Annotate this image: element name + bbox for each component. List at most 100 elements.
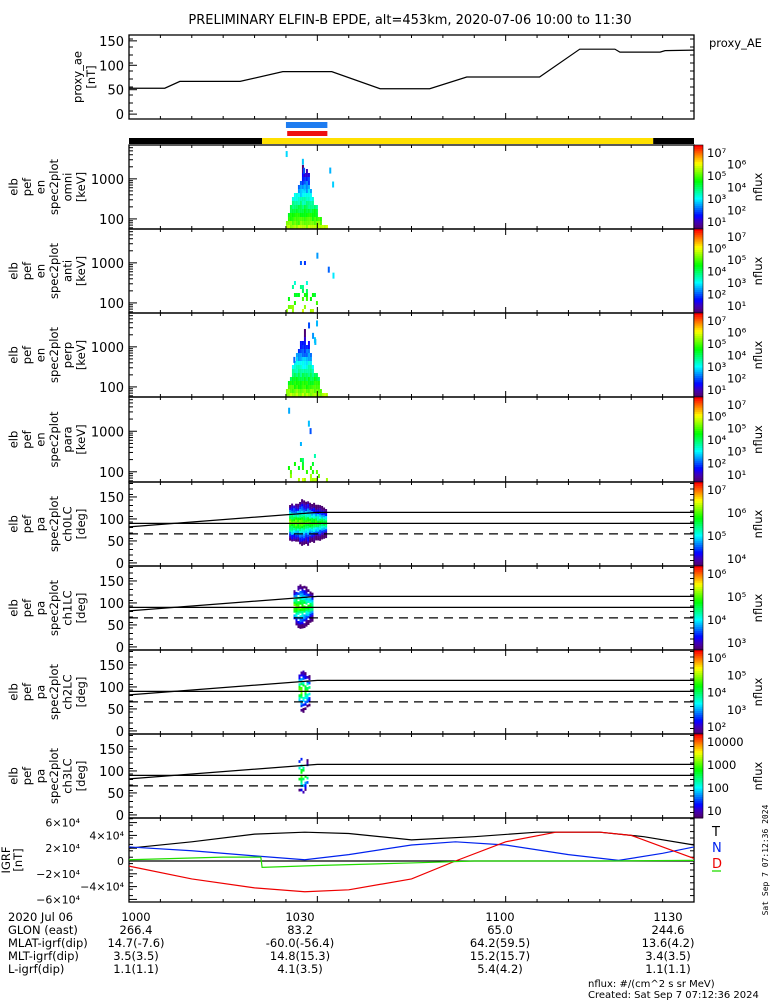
spectrogram-pixel <box>289 531 292 535</box>
spectrogram-pixel <box>309 393 312 397</box>
colorbar-tick-label: 10000 <box>707 735 744 749</box>
colorbar-swatch <box>694 620 703 624</box>
spectrogram-pixel <box>315 209 318 213</box>
spectrogram-pixel <box>311 393 314 397</box>
spectrogram-pixel <box>321 534 324 538</box>
colorbar-swatch <box>694 241 703 245</box>
spectrogram-pixel <box>298 687 301 691</box>
spectrogram-pixel <box>309 507 312 510</box>
spectrogram-pixel <box>301 357 304 361</box>
spectrogram-pixel <box>303 381 306 385</box>
spectrogram-pixel <box>301 525 304 529</box>
spectrogram-pixel <box>303 594 306 598</box>
spectrogram-pixel <box>309 604 312 608</box>
spectrogram-pixel <box>307 377 310 381</box>
spectrogram-pixel <box>301 369 304 373</box>
spectrogram-pixel <box>303 504 306 508</box>
colorbar-swatch <box>694 462 703 466</box>
spectrogram-pixel <box>285 225 288 229</box>
spectrogram-pixel <box>317 533 320 537</box>
spectrogram-pixel <box>323 531 326 535</box>
spectrogram-pixel <box>297 530 300 533</box>
axis-label-line: spec2plot <box>47 747 61 804</box>
colorbar-swatch <box>694 201 703 205</box>
spectrogram-pixel <box>291 225 294 229</box>
axis-label-line: perp <box>61 342 75 368</box>
spectrogram-pixel <box>305 510 308 514</box>
spectrogram-pixel <box>313 520 316 524</box>
spectrogram-pixel <box>307 173 310 177</box>
colorbar-swatch <box>694 189 703 192</box>
spectrogram-pixel <box>304 700 307 704</box>
colorbar-swatch <box>694 782 703 785</box>
axis-label-line: pa <box>34 517 48 531</box>
spectrogram-pixel <box>293 462 296 466</box>
spectrogram-pixel <box>305 169 308 173</box>
spectrogram-pixel <box>287 217 290 221</box>
spectrogram-pixel <box>301 625 304 629</box>
spectrogram-pixel <box>315 373 318 377</box>
colorbar-swatch <box>694 771 703 775</box>
y-tick-label: 100 <box>99 466 124 481</box>
spectrogram-pixel <box>307 181 310 185</box>
footer-value: 1.1(1.1) <box>113 962 159 976</box>
spectrogram-pixel <box>311 201 314 205</box>
axis-label-line: [deg] <box>74 509 88 540</box>
spectrogram-pixel <box>309 513 312 517</box>
spectrogram-pixel <box>305 619 308 623</box>
colorbar-swatch <box>694 494 703 498</box>
spectrogram-pixel <box>304 702 307 706</box>
colorbar-swatch <box>694 199 703 203</box>
spectrogram-pixel <box>321 536 324 540</box>
spectrogram-pixel <box>305 349 308 353</box>
spectrogram-pixel <box>299 353 302 357</box>
spectrogram-pixel <box>308 703 311 707</box>
panel-pa_ch0 <box>128 481 695 567</box>
spectrogram-pixel <box>302 768 305 772</box>
spectrogram-pixel <box>309 526 312 530</box>
colorbar-swatch <box>694 388 703 392</box>
spectrogram-pixel <box>293 505 296 509</box>
colorbar-swatch <box>694 304 703 308</box>
spectrogram-pixel <box>297 503 300 507</box>
colorbar-swatch <box>694 515 703 519</box>
colorbar-swatch <box>694 784 703 787</box>
spectrogram-pixel <box>298 777 301 781</box>
colorbar-swatch <box>694 168 703 171</box>
spectrogram-pixel <box>309 381 312 385</box>
spectrogram-pixel <box>311 309 314 313</box>
spectrogram-pixel <box>307 341 310 345</box>
spectrogram-pixel <box>307 529 310 533</box>
axis-label-line: pef <box>20 682 34 701</box>
spectrogram-pixel <box>307 361 310 365</box>
spectrogram-pixel <box>307 193 310 197</box>
colorbar-swatch <box>694 195 703 198</box>
spectrogram-pixel <box>303 598 306 602</box>
spectrogram-pixel <box>302 766 305 770</box>
spectrogram-pixel <box>307 507 310 511</box>
colorbar-swatch <box>694 710 703 714</box>
spectrogram-pixel <box>307 357 310 361</box>
spectrogram-pixel <box>307 213 310 217</box>
spectrogram-pixel <box>304 707 307 711</box>
loss-cone-anti-line <box>128 595 694 612</box>
spectrogram-pixel <box>307 369 310 373</box>
colorbar-swatch <box>694 490 703 493</box>
colorbar-swatch <box>694 369 703 373</box>
colorbar-swatch <box>694 545 703 548</box>
spectrogram-pixel <box>309 593 312 597</box>
spectrogram-pixel <box>291 209 294 213</box>
spectrogram-pixel <box>313 516 316 519</box>
colorbar-swatch <box>694 418 703 421</box>
spectrogram-pixel <box>305 532 308 536</box>
spectrogram-pixel <box>289 511 292 515</box>
spectrogram-pixel <box>321 510 324 514</box>
spectrogram-pixel <box>293 225 296 229</box>
spectrogram-pixel <box>313 337 316 344</box>
colorbar-swatch <box>694 275 703 278</box>
axis-label-line: elb <box>7 346 21 364</box>
spectrogram-pixel <box>299 515 302 518</box>
colorbar-swatch <box>694 428 703 432</box>
spectrogram-pixel <box>311 217 314 221</box>
spectrogram-pixel <box>332 272 335 279</box>
